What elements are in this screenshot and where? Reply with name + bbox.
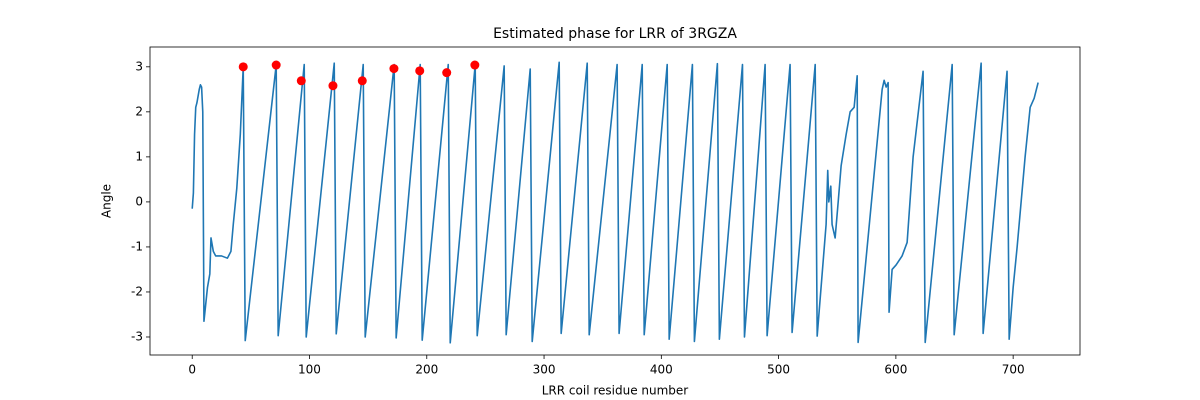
data-line (191, 61, 1039, 344)
x-tick-label: 600 (884, 363, 907, 377)
data-point (238, 62, 248, 72)
y-tick-label: 1 (135, 149, 143, 163)
data-point (389, 64, 399, 74)
data-point (415, 66, 425, 76)
y-tick-label: 2 (135, 104, 143, 118)
y-tick-label: 0 (135, 194, 143, 208)
x-tick-label: 300 (533, 363, 556, 377)
x-tick-label: 700 (1002, 363, 1025, 377)
data-point (328, 81, 338, 91)
x-tick-label: 400 (650, 363, 673, 377)
plot-frame (149, 46, 1081, 356)
chart-title: Estimated phase for LRR of 3RGZA (493, 26, 737, 42)
y-tick-label: -3 (131, 329, 143, 343)
x-tick-label: 500 (767, 363, 790, 377)
data-point (271, 60, 281, 70)
y-tick-label: -2 (131, 284, 143, 298)
x-tick-label: 0 (188, 363, 196, 377)
x-tick-label: 100 (298, 363, 321, 377)
y-tick-label: -1 (131, 239, 143, 253)
x-tick-label: 200 (415, 363, 438, 377)
data-point (296, 76, 306, 86)
data-point (442, 68, 452, 78)
y-tick-label: 3 (135, 59, 143, 73)
x-axis-label: LRR coil residue number (542, 384, 689, 398)
data-point (470, 60, 480, 70)
data-point (357, 76, 367, 86)
y-axis-label: Angle (100, 184, 114, 218)
